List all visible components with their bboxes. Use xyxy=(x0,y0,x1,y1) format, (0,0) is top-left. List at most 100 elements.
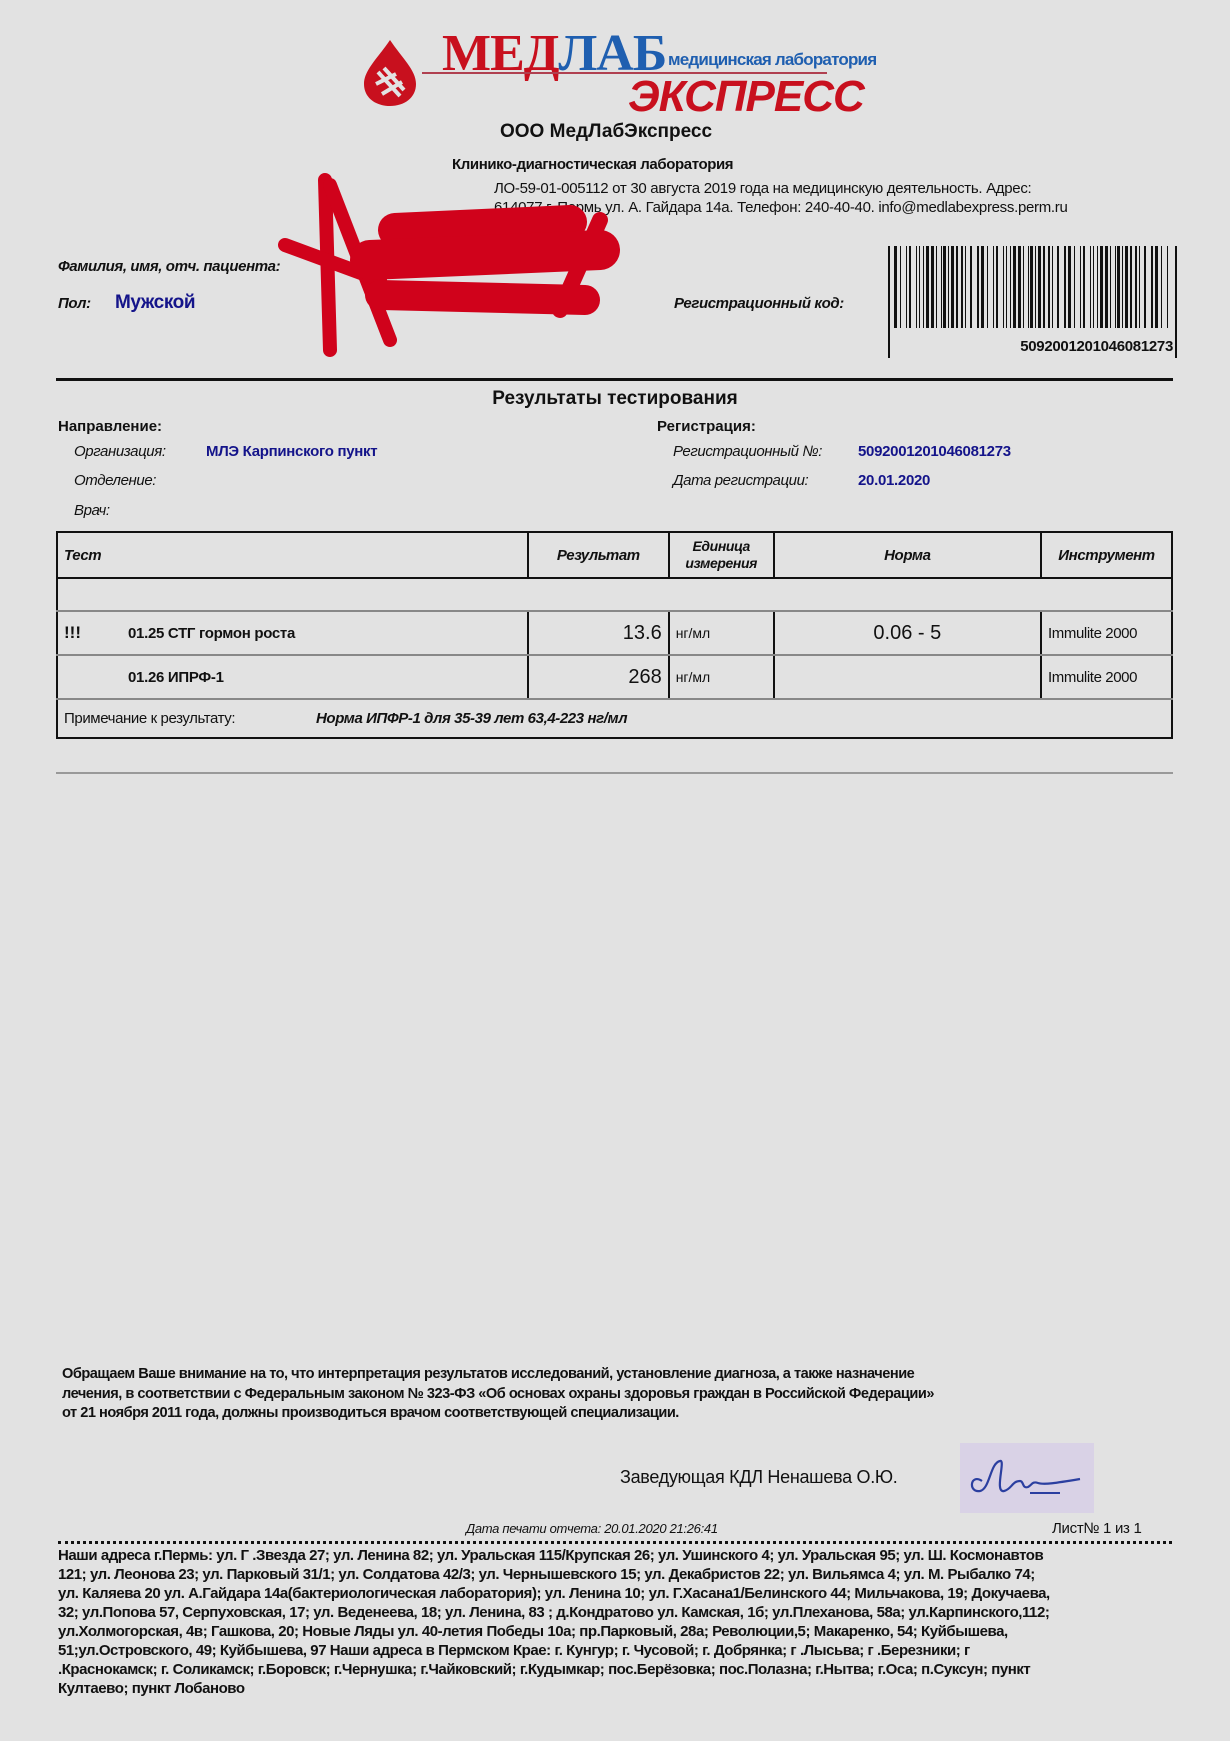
signatory: Заведующая КДЛ Ненашева О.Ю. xyxy=(620,1467,898,1487)
norm-value: 0.06 - 5 xyxy=(772,611,1043,656)
lab-subtitle: Клинико-диагностическая лаборатория xyxy=(452,156,734,173)
disclaimer-line: лечения, в соответствии с Федеральным за… xyxy=(62,1385,934,1402)
addresses: Наши адреса г.Пермь: ул. Г .Звезда 27; у… xyxy=(58,1546,1050,1698)
barcode-bar xyxy=(1057,246,1059,328)
logo-express: ЭКСПРЕСС xyxy=(628,72,865,121)
barcode-bar xyxy=(1023,246,1024,328)
barcode-bar xyxy=(1161,246,1162,328)
dotted-divider xyxy=(58,1541,1172,1544)
barcode-bar xyxy=(1080,246,1081,328)
barcode-bar xyxy=(894,246,897,328)
dept-label: Отделение: xyxy=(74,472,157,489)
barcode-bar xyxy=(909,246,911,328)
barcode-bar xyxy=(931,246,934,328)
page-number: Лист№ 1 из 1 xyxy=(1052,1520,1142,1537)
barcode-bar xyxy=(1052,246,1053,328)
address-line: 32; ул.Попова 57, Серпуховская, 17; ул. … xyxy=(58,1604,1050,1621)
barcode-bar xyxy=(1117,246,1120,328)
note-value: Норма ИПФР-1 для 35-39 лет 63,4-223 нг/м… xyxy=(316,710,628,727)
barcode-bar xyxy=(1048,246,1050,328)
col-norm: Норма xyxy=(772,531,1043,579)
barcode-bar xyxy=(1028,246,1029,328)
barcode-bar xyxy=(941,246,942,328)
barcode-bar xyxy=(1115,246,1116,328)
test-name: 01.25 СТГ гормон роста xyxy=(128,625,296,642)
barcode-bar xyxy=(1035,246,1036,328)
col-result: Результат xyxy=(526,531,670,579)
barcode-bars xyxy=(894,246,1168,328)
barcode-bar xyxy=(1074,246,1075,328)
barcode-bar xyxy=(961,246,963,328)
header-divider xyxy=(56,378,1173,381)
barcode-bar xyxy=(926,246,929,328)
registration-heading: Регистрация: xyxy=(657,418,756,435)
barcode-bar xyxy=(1110,246,1111,328)
table-row: !!! 01.25 СТГ гормон роста 13.6 нг/мл 0.0… xyxy=(56,611,1173,656)
address-line: Култаево; пункт Лобаново xyxy=(58,1680,245,1697)
result-value: 13.6 xyxy=(526,611,670,656)
signature-stamp xyxy=(960,1443,1094,1513)
barcode-bar xyxy=(906,246,907,328)
reg-date-value: 20.01.2020 xyxy=(858,472,931,489)
barcode-bar xyxy=(1083,246,1085,328)
col-unit: Единица измерения xyxy=(667,531,775,579)
patient-name-label: Фамилия, имя, отч. пациента: xyxy=(58,258,281,275)
results-title: Результаты тестирования xyxy=(492,388,738,409)
reg-code-label: Регистрационный код: xyxy=(674,295,844,312)
instrument-value: Immulite 2000 xyxy=(1040,611,1173,656)
barcode-bar xyxy=(981,246,984,328)
disclaimer: Обращаем Ваше внимание на то, что интерп… xyxy=(62,1365,934,1424)
address-line: Наши адреса г.Пермь: ул. Г .Звезда 27; у… xyxy=(58,1547,1044,1564)
test-name: 01.26 ИПРФ-1 xyxy=(128,668,224,686)
license-line-2: 614077 г. Пермь ул. А. Гайдара 14а. Теле… xyxy=(494,199,1068,216)
sex-label: Пол: xyxy=(58,295,91,312)
barcode-bar xyxy=(1010,246,1011,328)
barcode-bar xyxy=(1093,246,1094,328)
barcode-bar xyxy=(1100,246,1103,328)
logo-tagline: медицинская лаборатория xyxy=(668,50,877,69)
instrument-value: Immulite 2000 xyxy=(1040,655,1173,700)
barcode-bar xyxy=(987,246,988,328)
results-table: Тест Результат Единица измерения Норма И… xyxy=(56,531,1173,739)
barcode-bar xyxy=(1038,246,1041,328)
barcode-bar xyxy=(1135,246,1137,328)
company-name: ООО МедЛабЭкспресс xyxy=(500,121,713,142)
license-line-1: ЛО-59-01-005112 от 30 августа 2019 года … xyxy=(494,180,1032,197)
print-date: Дата печати отчета: 20.01.2020 21:26:41 xyxy=(466,1521,718,1536)
barcode: 5092001201046081273 xyxy=(888,246,1177,358)
barcode-bar xyxy=(900,246,901,328)
table-row: 01.26 ИПРФ-1 268 нг/мл Immulite 2000 xyxy=(56,655,1173,700)
barcode-bar xyxy=(965,246,966,328)
table-bottom-divider xyxy=(56,772,1173,774)
logo-lab: ЛАБ xyxy=(558,25,668,82)
drop-logo-icon xyxy=(364,40,416,106)
org-label: Организация: xyxy=(74,443,166,460)
barcode-bar xyxy=(1003,246,1004,328)
reg-number-label: Регистрационный №: xyxy=(673,443,822,460)
barcode-bar xyxy=(1043,246,1045,328)
barcode-bar xyxy=(1130,246,1132,328)
address-line: 121; ул. Леонова 23; ул. Парковый 31/1; … xyxy=(58,1566,1035,1583)
barcode-bar xyxy=(1090,246,1091,328)
org-value: МЛЭ Карпинского пункт xyxy=(206,443,378,460)
reg-date-label: Дата регистрации: xyxy=(673,472,809,489)
barcode-bar xyxy=(977,246,979,328)
barcode-bar xyxy=(970,246,972,328)
barcode-bar xyxy=(993,246,994,328)
norm-value xyxy=(772,655,1043,700)
barcode-bar xyxy=(916,246,917,328)
barcode-bar xyxy=(1122,246,1123,328)
alert-flag: !!! xyxy=(64,623,81,642)
barcode-bar xyxy=(936,246,937,328)
sex-value: Мужской xyxy=(115,292,196,313)
empty-row xyxy=(56,578,1173,612)
unit-value: нг/мл xyxy=(667,655,775,700)
barcode-bar xyxy=(1167,246,1168,328)
logo-med: МЕД xyxy=(442,25,560,82)
address-line: ул. Каляева 20 ул. А.Гайдара 14а(бактери… xyxy=(58,1585,1050,1602)
barcode-bar xyxy=(1144,246,1146,328)
barcode-bar xyxy=(956,246,958,328)
referral-heading: Направление: xyxy=(58,418,163,435)
barcode-number: 5092001201046081273 xyxy=(1020,338,1173,355)
redaction-scribble xyxy=(278,173,620,357)
